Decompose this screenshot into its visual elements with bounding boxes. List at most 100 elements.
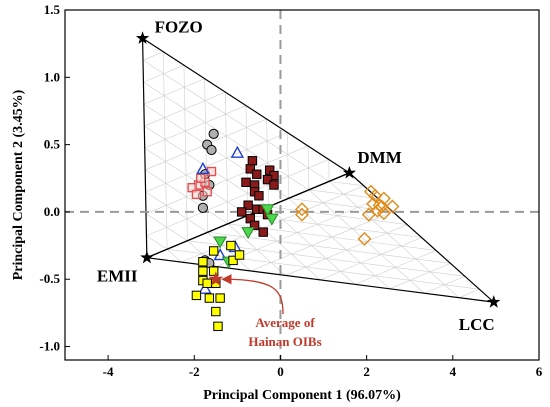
data-point [196, 161, 210, 175]
grid-line [144, 91, 226, 127]
data-point [264, 213, 279, 226]
annotation-line-2: Hainan OIBs [248, 334, 321, 349]
data-point [241, 177, 251, 188]
data-point [357, 231, 372, 246]
grid-line [227, 223, 286, 276]
grid-line [424, 275, 465, 294]
average-annotation: Average of Hainan OIBs [221, 274, 322, 349]
data-point [198, 257, 208, 267]
grid-line [146, 235, 168, 250]
grid-line [224, 92, 229, 224]
end-member-label: EMII [97, 267, 138, 286]
data-point [208, 246, 219, 256]
end-member-star [135, 31, 150, 44]
data-point [363, 184, 378, 199]
grid-line [143, 78, 205, 105]
data-point [213, 321, 223, 332]
data-point [245, 164, 255, 174]
mixing-grid [142, 51, 480, 298]
mixing-triangles [141, 37, 496, 303]
grid-line [307, 145, 310, 190]
grid-line [146, 159, 329, 237]
end-member-label: DMM [357, 148, 401, 167]
data-point [191, 290, 202, 301]
data-point [361, 207, 376, 222]
grid-line [245, 105, 249, 216]
grid-line [329, 181, 364, 187]
grid-line [287, 132, 289, 199]
data-point [230, 145, 245, 158]
data-point [258, 227, 268, 237]
data-point [211, 306, 221, 317]
grid-line [328, 181, 460, 298]
data-point [368, 188, 383, 203]
data-point [215, 293, 225, 303]
data-point [198, 281, 212, 294]
y-tick-label: 1.0 [44, 69, 60, 84]
annotation-line-1: Average of [255, 315, 315, 330]
grid-line [162, 51, 168, 250]
x-tick-label: -4 [103, 364, 114, 379]
end-member-star [140, 250, 154, 264]
data-point [260, 204, 275, 217]
grid-line [142, 59, 330, 182]
grid-line [268, 206, 408, 225]
zero-lines [65, 10, 539, 360]
data-point [198, 266, 208, 276]
data-point [254, 191, 264, 201]
y-tick-label: 1.5 [44, 2, 61, 17]
data-point [208, 128, 219, 139]
grid-line [167, 248, 480, 290]
grid-line [320, 237, 422, 281]
grid-line [389, 263, 451, 290]
data-point [247, 156, 258, 166]
data-point [213, 236, 227, 249]
grid-line [248, 214, 422, 238]
end-member-star [342, 165, 357, 179]
annotation-arrow [221, 274, 284, 315]
grid-line [288, 198, 390, 290]
grid-line [247, 215, 321, 281]
data-point [206, 144, 217, 156]
data-point [204, 293, 215, 303]
data-point [236, 207, 247, 217]
data-point [202, 278, 212, 288]
average-star [208, 271, 224, 286]
y-tick-label: 0.5 [44, 137, 61, 152]
y-tick-label: -1.0 [39, 339, 60, 354]
data-point [252, 169, 262, 179]
grid-line [144, 105, 247, 149]
data-point [295, 202, 309, 217]
end-member-label: FOZO [155, 17, 203, 36]
data-point [372, 198, 387, 213]
grid-line [308, 189, 379, 200]
data-point [228, 255, 238, 266]
data-point [385, 199, 400, 214]
y-axis-title: Principal Component 2 (3.45%) [11, 89, 26, 280]
plot-frame [64, 9, 540, 361]
grid-line [458, 288, 480, 298]
end-member-label: LCC [459, 315, 495, 334]
grid-line [354, 250, 437, 285]
x-tick-label: 6 [536, 364, 543, 379]
x-tick-label: -2 [189, 364, 200, 379]
data-point [226, 240, 236, 251]
grid-line [250, 211, 393, 272]
x-axis-title: Principal Component 1 (96.07%) [203, 388, 401, 403]
y-tick-label: 0.0 [44, 204, 60, 219]
y-tick-label: -0.5 [39, 271, 60, 286]
grid-line [143, 64, 185, 83]
axis-ticks: -4 -2 0 2 4 6 -1.0 -0.5 0.0 0.5 1.0 1.5 [39, 2, 542, 379]
data-point [234, 250, 245, 260]
data-point [262, 174, 273, 185]
data-point [196, 173, 206, 183]
data-points [187, 128, 400, 332]
data-point [206, 166, 217, 177]
end-member-star [487, 295, 501, 308]
data-point [197, 202, 208, 213]
data-point [241, 227, 255, 240]
grid-line [145, 213, 188, 241]
data-point [295, 207, 309, 222]
data-point [202, 187, 212, 197]
